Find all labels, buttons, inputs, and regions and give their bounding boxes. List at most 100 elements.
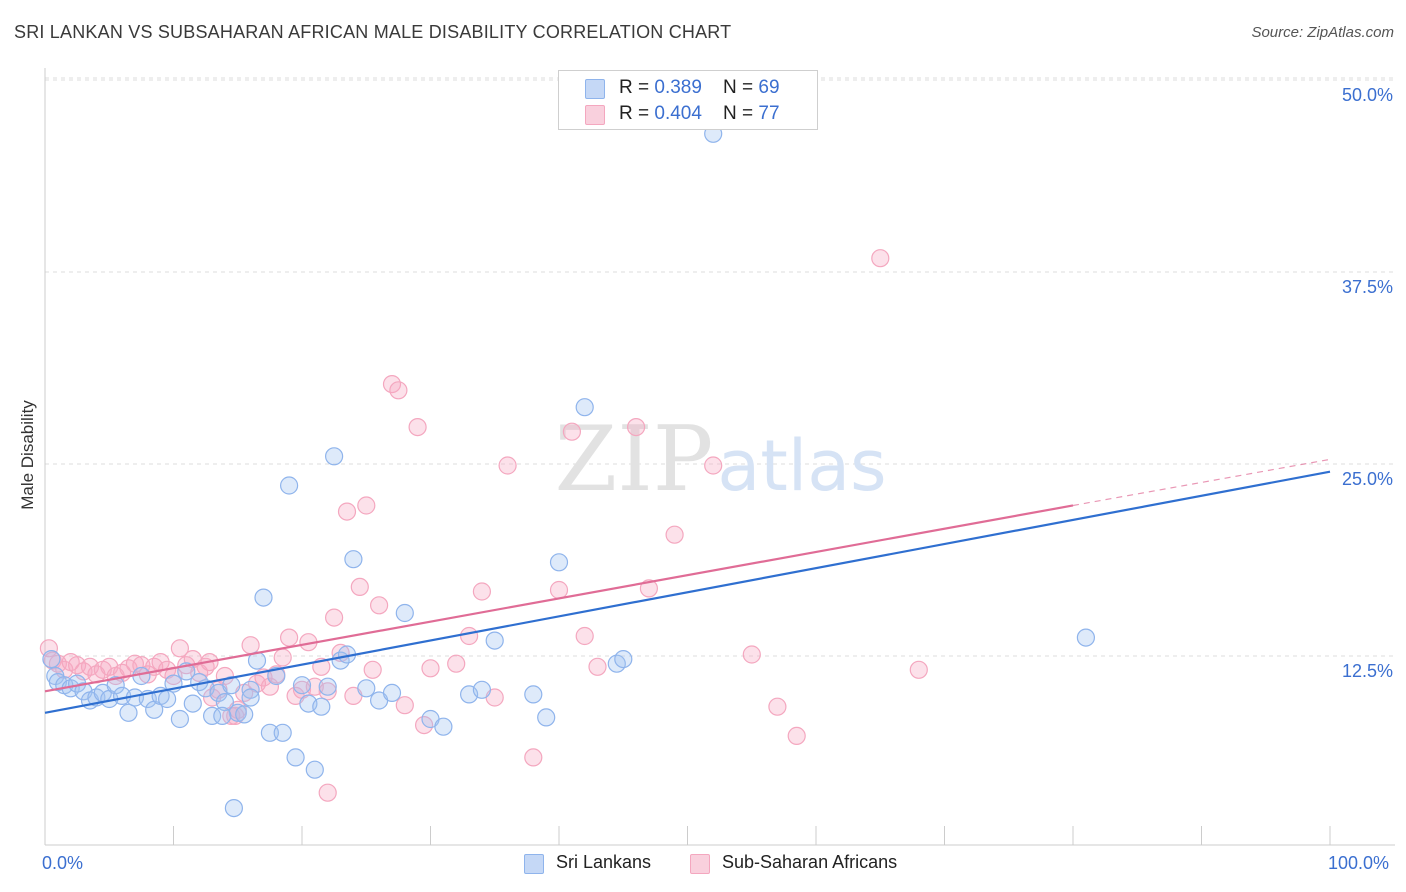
- sri-lankans-point-34: [254, 588, 273, 607]
- sub-saharan-point-64: [524, 748, 543, 767]
- sub-saharan-point-70: [639, 579, 659, 598]
- series-label-sub-saharan: Sub-Saharan Africans: [722, 852, 898, 872]
- sri-lankans-point-58: [524, 685, 543, 704]
- sri-lankans-point-54: [434, 717, 453, 736]
- sub-saharan-point-65: [549, 580, 569, 600]
- watermark: ZIP atlas: [555, 407, 887, 512]
- sub-saharan-trend-line: [44, 504, 1074, 693]
- sub-saharan-point-77: [909, 660, 928, 679]
- sri-lankans-point-13: [119, 703, 138, 722]
- data-points: [39, 124, 1096, 818]
- legend-r-label: R =: [619, 77, 655, 98]
- source-credit: Source: ZipAtlas.com: [1251, 24, 1394, 41]
- sri-lankans-point-52: [395, 603, 414, 623]
- series-swatch-blue: [524, 854, 544, 874]
- sri-lankans-point-38: [280, 476, 299, 495]
- sri-lankans-point-45: [325, 447, 344, 466]
- sub-saharan-point-71: [665, 525, 684, 544]
- sub-saharan-point-79: [226, 706, 245, 726]
- y-tick-label: 37.5%: [1341, 277, 1393, 297]
- sub-saharan-point-37: [273, 648, 292, 667]
- chart-title: SRI LANKAN VS SUBSAHARAN AFRICAN MALE DI…: [14, 22, 732, 42]
- watermark-atlas: atlas: [717, 425, 886, 507]
- sri-lankans-point-28: [215, 692, 234, 712]
- y-tick-label: 25.0%: [1341, 469, 1393, 489]
- sri-lankans-point-0: [42, 649, 61, 669]
- legend-n-value: 77: [758, 103, 780, 124]
- sri-lankans-point-68: [241, 688, 260, 707]
- sri-lankans-point-40: [292, 676, 312, 695]
- sub-saharan-point-49: [350, 577, 369, 597]
- sub-saharan-point-47: [337, 502, 357, 521]
- sub-saharan-point-60: [460, 626, 479, 646]
- sub-saharan-point-67: [575, 626, 594, 646]
- series-label-sri-lankans: Sri Lankans: [556, 852, 652, 872]
- sub-saharan-point-38: [280, 628, 299, 647]
- stats-legend: R = 0.389 N = 69 R = 0.404 N = 77: [558, 70, 818, 130]
- sub-saharan-point-76: [871, 249, 890, 268]
- sub-saharan-point-52: [370, 596, 389, 615]
- sub-saharan-point-58: [421, 659, 440, 678]
- sub-saharan-point-72: [704, 456, 723, 475]
- sub-saharan-point-69: [626, 418, 646, 437]
- series-legend: Sri Lankans Sub-Saharan Africans: [0, 852, 1406, 878]
- sri-lankans-point-63: [614, 649, 633, 669]
- sub-saharan-point-73: [742, 645, 761, 664]
- y-tick-label: 50.0%: [1341, 85, 1393, 105]
- sub-saharan-point-59: [447, 654, 466, 673]
- sub-saharan-point-50: [357, 496, 376, 515]
- sub-saharan-point-44: [318, 682, 337, 701]
- sub-saharan-point-21: [170, 639, 189, 658]
- sub-saharan-point-61: [472, 582, 491, 601]
- legend-swatch-blue: [585, 79, 605, 99]
- sub-saharan-point-56: [408, 418, 427, 437]
- sri-lankans-point-37: [273, 723, 292, 742]
- y-tick-label: 12.5%: [1341, 661, 1393, 681]
- sri-lankans-point-26: [203, 706, 222, 726]
- sri-lankans-point-60: [549, 553, 569, 572]
- sri-lankans-point-29: [222, 676, 241, 695]
- sri-lankans-point-32: [241, 680, 260, 699]
- sri-lankans-point-19: [158, 689, 177, 709]
- sri-lankans-point-23: [183, 694, 202, 713]
- legend-n-label: N =: [723, 77, 759, 98]
- sub-saharan-point-51: [363, 660, 382, 679]
- sub-saharan-point-66: [562, 422, 582, 441]
- legend-n-value: 69: [758, 77, 780, 98]
- sri-lankans-point-49: [357, 679, 376, 698]
- sub-saharan-point-32: [241, 636, 260, 655]
- sri-lankans-point-31: [235, 705, 254, 724]
- sri-lankans-point-30: [228, 703, 247, 722]
- watermark-zip: ZIP: [555, 407, 714, 512]
- sri-lankans-point-42: [305, 760, 324, 779]
- sub-saharan-point-63: [498, 456, 517, 475]
- sri-lankans-trend-line: [44, 470, 1331, 714]
- sri-lankans-point-43: [312, 697, 331, 716]
- sub-saharan-trend-extension: [1072, 458, 1331, 507]
- legend-r-value: 0.404: [654, 103, 702, 124]
- sri-lankans-point-11: [106, 676, 125, 695]
- sri-lankans-point-59: [537, 708, 556, 727]
- axes: [44, 68, 1395, 846]
- legend-n-label: N =: [723, 103, 759, 124]
- series-swatch-pink: [690, 854, 710, 874]
- sri-lankans-point-67: [224, 798, 243, 818]
- sub-saharan-point-45: [325, 608, 344, 627]
- sri-lankans-point-51: [382, 683, 402, 703]
- sub-saharan-point-54: [389, 381, 408, 400]
- legend-r-value: 0.389: [654, 77, 702, 98]
- sri-lankans-point-39: [286, 748, 305, 767]
- sri-lankans-point-61: [575, 398, 594, 417]
- legend-swatch-pink: [585, 105, 605, 125]
- x-tick-label-min: 0.0%: [42, 853, 84, 873]
- sri-lankans-point-21: [170, 709, 189, 729]
- sri-lankans-point-57: [485, 631, 504, 650]
- sri-lankans-point-66: [213, 706, 232, 726]
- sri-lankans-point-56: [472, 680, 491, 699]
- sri-lankans-point-35: [260, 723, 279, 742]
- sub-saharan-point-55: [395, 696, 414, 715]
- sub-saharan-point-74: [768, 697, 787, 716]
- sub-saharan-point-68: [588, 657, 607, 676]
- sri-lankans-point-36: [267, 666, 286, 686]
